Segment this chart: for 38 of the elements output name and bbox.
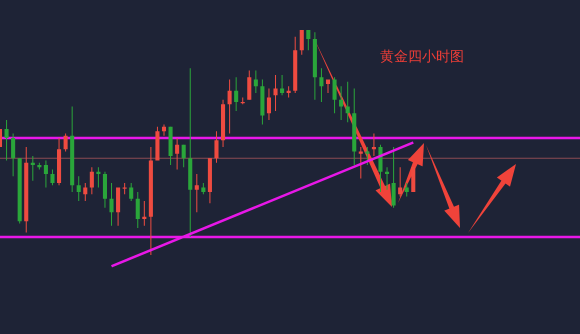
candlestick — [332, 76, 337, 114]
candlestick — [319, 68, 324, 102]
candlestick — [266, 88, 271, 120]
candlestick — [90, 166, 94, 195]
candlestick — [398, 166, 402, 197]
candlestick — [372, 133, 376, 156]
candlestick — [194, 174, 199, 213]
candlestick — [358, 146, 363, 179]
candlestick — [273, 74, 278, 112]
candlestick — [234, 76, 238, 112]
candlestick — [247, 70, 252, 100]
candlestick — [300, 30, 304, 56]
candlestick — [365, 146, 370, 166]
candlestick — [4, 120, 9, 161]
candlestick — [306, 30, 310, 51]
candlestick — [175, 138, 180, 170]
candlestick — [280, 74, 284, 96]
candlestick — [346, 81, 350, 123]
candlestick — [392, 146, 396, 208]
candlestick — [182, 144, 186, 168]
candlestick — [129, 182, 134, 202]
candlestick — [201, 182, 206, 195]
candlestick — [339, 86, 344, 120]
candlestick — [228, 79, 232, 134]
candlestick — [64, 133, 68, 152]
candlestick — [136, 192, 140, 228]
candlestick — [44, 160, 48, 188]
candlestick — [326, 79, 330, 94]
candlestick — [83, 182, 88, 202]
candlestick — [214, 130, 219, 164]
candlestick — [76, 176, 81, 202]
text: 黄金四小时图 — [380, 49, 464, 65]
candlestick — [11, 133, 16, 177]
candlestick — [254, 70, 258, 94]
candlestick — [162, 124, 166, 136]
candlestick — [109, 182, 114, 226]
candlestick — [404, 182, 409, 197]
candlestick — [50, 169, 55, 186]
